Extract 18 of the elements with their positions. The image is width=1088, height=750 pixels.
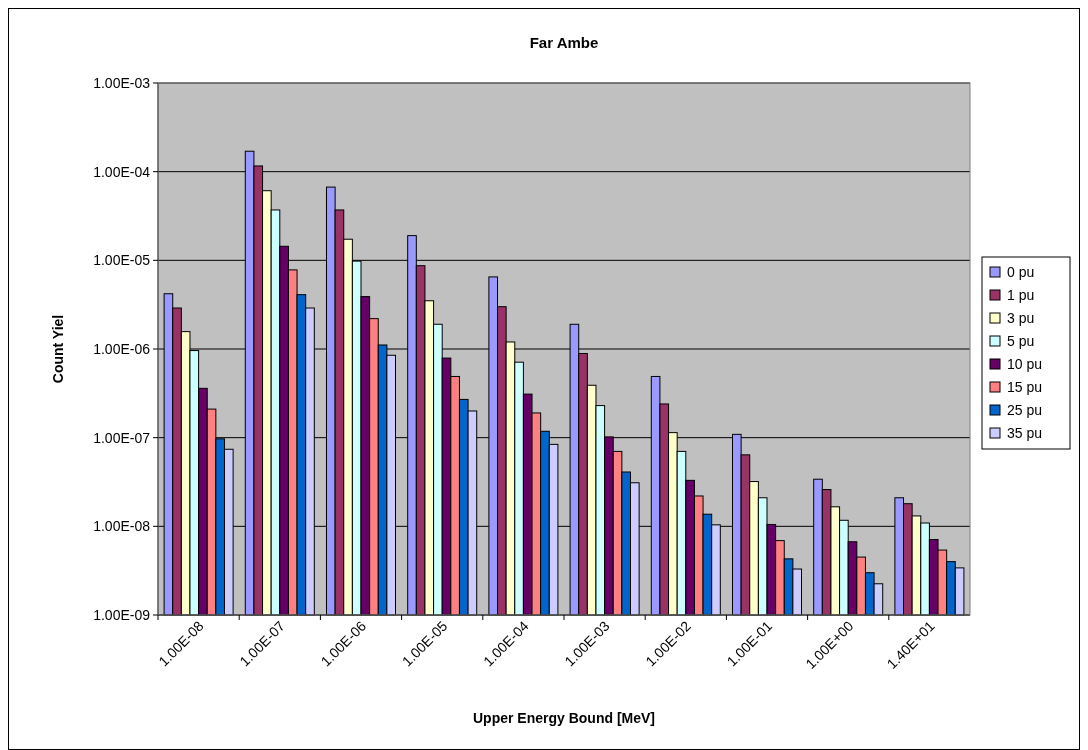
- legend-label: 5 pu: [1007, 333, 1035, 349]
- legend-label: 15 pu: [1007, 379, 1043, 395]
- y-tick-label: 1.00E-09: [93, 606, 151, 623]
- legend-label: 35 pu: [1007, 425, 1043, 441]
- chart-title: Far Ambe: [529, 34, 599, 51]
- x-axis-title: Upper Energy Bound [MeV]: [472, 710, 656, 726]
- y-axis-title: Count Yiel: [50, 314, 66, 384]
- y-tick-label: 1.00E-03: [93, 74, 151, 91]
- y-tick-label: 1.00E-06: [93, 340, 151, 357]
- legend-label: 10 pu: [1007, 356, 1043, 372]
- legend-label: 3 pu: [1007, 310, 1035, 326]
- y-tick-label: 1.00E-08: [93, 518, 151, 535]
- y-tick-label: 1.00E-04: [93, 163, 151, 180]
- y-tick-label: 1.00E-05: [93, 252, 151, 269]
- legend-label: 0 pu: [1007, 264, 1035, 280]
- legend-label: 1 pu: [1007, 287, 1035, 303]
- legend-label: 25 pu: [1007, 402, 1043, 418]
- y-tick-label: 1.00E-07: [93, 429, 151, 446]
